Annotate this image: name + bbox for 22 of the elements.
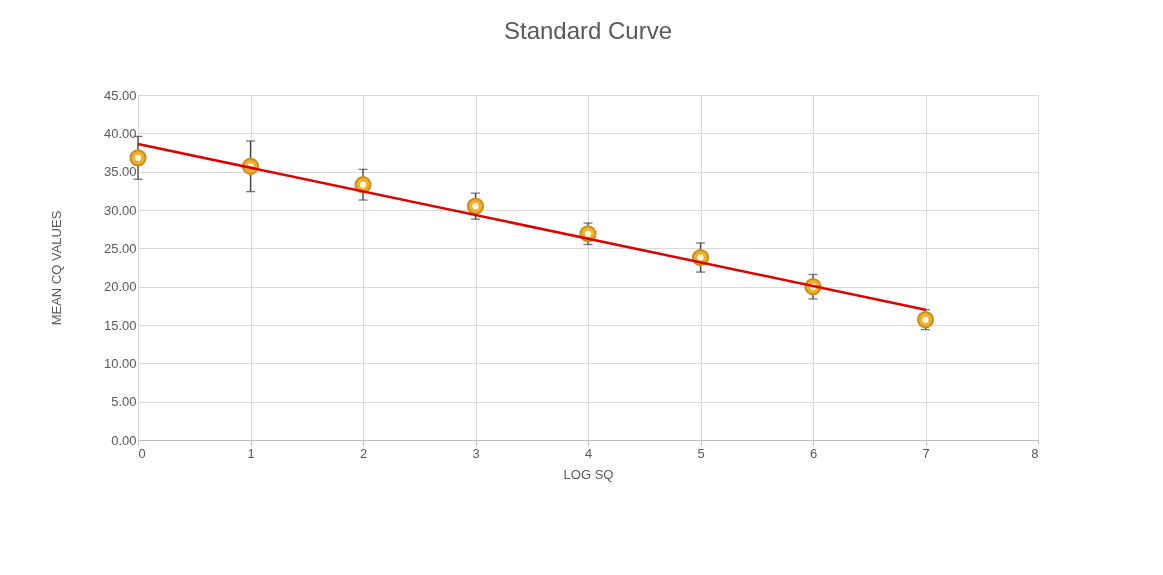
x-axis-title: LOG SQ	[563, 466, 614, 482]
x-tick-label: 1	[247, 445, 255, 461]
x-tick-label: 7	[922, 445, 930, 461]
y-tick-label: 15.00	[103, 317, 137, 333]
chart-title: Standard Curve	[503, 17, 673, 44]
x-tick-label: 3	[472, 445, 480, 461]
y-tick-label: 0.00	[111, 432, 137, 448]
x-tick-label: 4	[584, 445, 593, 461]
x-tick-label: 5	[697, 445, 705, 461]
x-tick-label: 6	[809, 445, 818, 461]
y-tick-label: 25.00	[103, 240, 137, 256]
x-tick-label: 0	[138, 445, 146, 461]
x-tick-label: 2	[359, 445, 368, 461]
y-tick-label: 45.00	[103, 87, 137, 103]
y-axis-title: MEAN CQ VALUES	[48, 210, 64, 326]
y-tick-label: 10.00	[103, 355, 137, 371]
y-tick-label: 40.00	[103, 125, 137, 141]
x-tick-label: 8	[1031, 445, 1039, 461]
y-tick-label: 35.00	[103, 164, 137, 180]
y-tick-label: 30.00	[103, 202, 137, 218]
y-tick-label: 5.00	[111, 394, 137, 410]
y-tick-label: 20.00	[103, 279, 137, 295]
